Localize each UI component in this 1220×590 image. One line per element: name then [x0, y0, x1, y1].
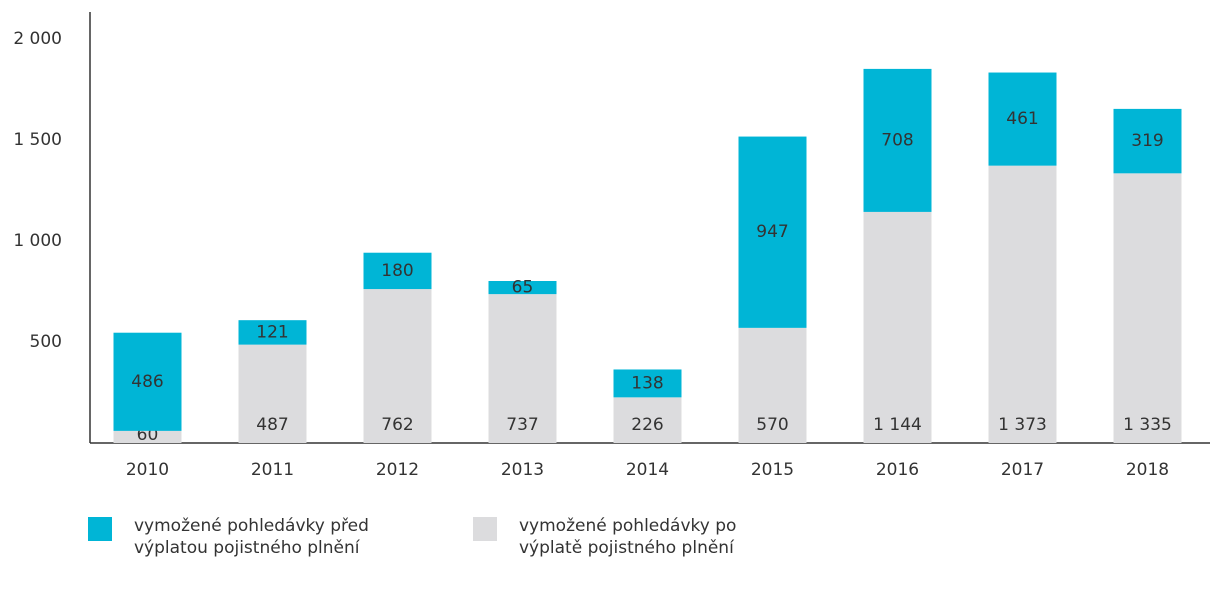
y-tick-label: 2 000 [13, 29, 62, 49]
bar-segment [738, 136, 807, 328]
value-label: 486 [131, 372, 163, 392]
bar-segment [613, 369, 682, 398]
x-tick-label: 2012 [376, 460, 419, 480]
bar-segment [488, 280, 557, 295]
value-label: 319 [1131, 131, 1163, 151]
value-label: 1 373 [998, 415, 1047, 435]
bar-segment [988, 72, 1057, 166]
bar-segment [363, 289, 432, 443]
value-label: 1 144 [873, 415, 922, 435]
y-tick-label: 1 000 [13, 231, 62, 251]
value-label: 226 [631, 415, 663, 435]
x-tick-label: 2017 [1001, 460, 1044, 480]
value-label: 737 [506, 415, 538, 435]
legend-swatch [88, 517, 112, 541]
bar-segment [1113, 108, 1182, 174]
y-tick-label: 1 500 [13, 130, 62, 150]
x-tick-label: 2018 [1126, 460, 1169, 480]
x-tick-label: 2016 [876, 460, 919, 480]
bar-segment [613, 397, 682, 443]
bar-segment [863, 68, 932, 212]
value-label: 570 [756, 415, 788, 435]
bar-segment [113, 332, 182, 431]
value-label: 762 [381, 415, 413, 435]
value-label: 487 [256, 415, 288, 435]
x-tick-label: 2011 [251, 460, 294, 480]
value-label: 138 [631, 373, 663, 393]
legend-item: vymožené pohledávky před výplatou pojist… [88, 515, 369, 559]
bar-segment [363, 252, 432, 290]
value-label: 947 [756, 222, 788, 242]
x-tick-label: 2014 [626, 460, 669, 480]
bar-segment [988, 165, 1057, 444]
value-label: 121 [256, 322, 288, 342]
bar-segment [113, 430, 182, 443]
legend-label: vymožené pohledávky po výplatě pojistnéh… [519, 516, 737, 558]
legend-item: vymožené pohledávky po výplatě pojistnéh… [473, 515, 754, 559]
bar-segment [1113, 173, 1182, 443]
legend-label: vymožené pohledávky před výplatou pojist… [134, 516, 369, 558]
bar-segment [238, 320, 307, 345]
x-tick-label: 2015 [751, 460, 794, 480]
value-label: 65 [512, 278, 534, 298]
bar-segment [488, 294, 557, 443]
legend-swatch [473, 517, 497, 541]
value-label: 708 [881, 130, 913, 150]
value-label: 461 [1006, 109, 1038, 129]
value-label: 180 [381, 261, 413, 281]
bar-segment [238, 344, 307, 443]
x-tick-label: 2010 [126, 460, 169, 480]
bar-segment [863, 211, 932, 443]
x-tick-label: 2013 [501, 460, 544, 480]
value-label: 1 335 [1123, 415, 1172, 435]
y-tick-label: 500 [30, 332, 62, 352]
bar-segment [738, 327, 807, 443]
